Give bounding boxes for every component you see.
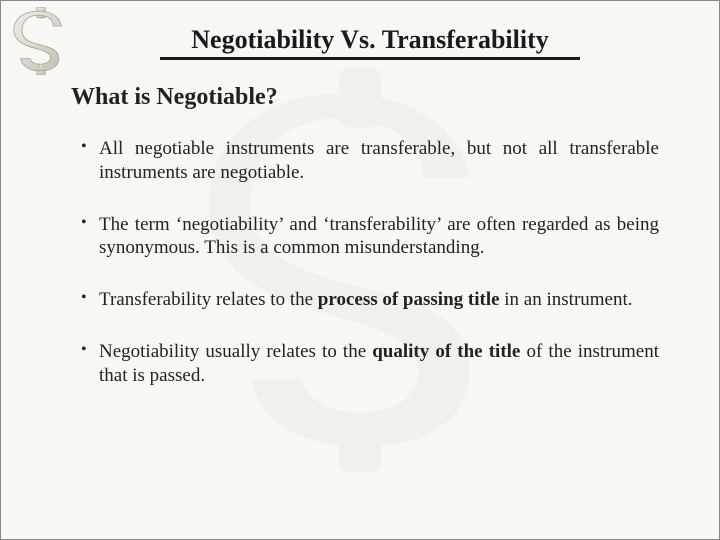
bullet-text: All negotiable instruments are transfera… [99, 138, 659, 183]
bullet-item: Negotiability usually relates to the qua… [81, 340, 659, 388]
bullet-item: The term ‘negotiability’ and ‘transferab… [81, 213, 659, 261]
slide-subheading: What is Negotiable? [71, 84, 659, 111]
dollar-puzzle-icon [7, 7, 75, 75]
bullet-item: All negotiable instruments are transfera… [81, 137, 659, 185]
bullet-text-bold: quality of the title [372, 341, 520, 362]
bullet-text-pre: Negotiability usually relates to the [99, 341, 372, 362]
bullet-item: Transferability relates to the process o… [81, 288, 659, 312]
slide-content: Negotiability Vs. Transferability What i… [1, 1, 719, 455]
bullet-text-pre: Transferability relates to the [99, 289, 318, 310]
bullet-text-bold: process of passing title [318, 289, 500, 310]
bullet-list: All negotiable instruments are transfera… [81, 137, 659, 387]
bullet-text: The term ‘negotiability’ and ‘transferab… [99, 214, 659, 259]
bullet-text-post: in an instrument. [500, 289, 633, 310]
slide-title: Negotiability Vs. Transferability [160, 25, 580, 60]
